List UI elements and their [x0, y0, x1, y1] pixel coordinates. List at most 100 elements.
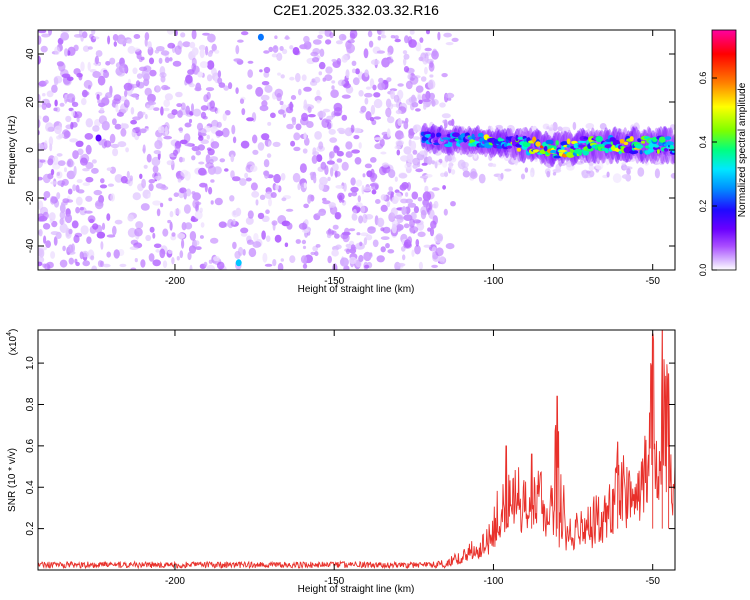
spectrogram-noise-blob [355, 202, 363, 208]
spectrogram-noise-blob [337, 79, 346, 87]
spectrogram-noise-blob [209, 106, 218, 112]
spectrogram-noise-blob [425, 90, 431, 100]
spectrogram-noise-blob [163, 135, 172, 140]
spectrogram-noise-blob [155, 183, 164, 189]
spectrogram-noise-blob [621, 174, 631, 180]
spectrogram-noise-blob [206, 264, 216, 270]
spectrogram-noise-blob [317, 110, 327, 118]
spectrogram-noise-blob [73, 165, 77, 176]
spectrogram-noise-blob [77, 148, 84, 156]
spectrogram-noise-blob [42, 173, 51, 184]
spectrogram-noise-blob [65, 98, 71, 102]
spectrogram-noise-blob [211, 67, 217, 76]
spectrogram-noise-blob [222, 127, 230, 138]
spectrogram-noise-blob [552, 121, 558, 132]
spectrogram-noise-blob [457, 159, 466, 170]
spectrogram-noise-blob [362, 213, 368, 224]
spectrogram-noise-blob [59, 102, 65, 107]
spectrogram-x-tick-label: -50 [645, 276, 660, 287]
spectrogram-noise-blob [406, 182, 411, 191]
spectrogram-noise-blob [331, 85, 335, 90]
spectrogram-x-tick-label: -200 [165, 276, 185, 287]
spectrogram-noise-blob [87, 46, 93, 50]
spectrogram-noise-blob [38, 93, 41, 103]
spectrogram-noise-blob [205, 162, 214, 169]
spectrogram-noise-blob [219, 158, 226, 163]
spectrogram-noise-blob [184, 222, 193, 230]
spectrogram-noise-blob [135, 95, 139, 100]
spectrogram-noise-blob [240, 140, 250, 149]
spectrogram-noise-blob [263, 170, 270, 176]
spectrogram-noise-blob [198, 44, 206, 51]
spectrogram-noise-blob [245, 177, 252, 182]
spectrogram-noise-blob [73, 34, 83, 38]
spectrogram-noise-blob [232, 176, 241, 182]
spectrogram-noise-blob [191, 47, 199, 56]
spectrogram-noise-blob [208, 186, 213, 195]
spectrogram-noise-blob [395, 141, 403, 150]
spectrogram-noise-blob [297, 183, 301, 191]
spectrogram-noise-blob [67, 244, 74, 254]
signal-band-blob [477, 132, 484, 138]
spectrogram-noise-blob [298, 222, 308, 230]
spectrogram-noise-blob [103, 95, 109, 104]
spectrogram-noise-blob [109, 57, 116, 65]
spectrogram-noise-blob [68, 228, 73, 235]
colorbar-ticks: 0.0 0.2 0.4 0.6 [698, 72, 717, 276]
spectrogram-noise-blob [302, 148, 308, 154]
spectrogram-noise-blob [158, 57, 163, 64]
spectrogram-noise-blob [373, 92, 381, 98]
spectrogram-noise-blob [50, 181, 58, 185]
spectrogram-noise-blob [403, 121, 409, 130]
spectrogram-noise-blob [272, 259, 277, 267]
spectrogram-noise-blob [171, 232, 176, 237]
snr-y-label: SNR (10 * v/v) [7, 448, 18, 512]
spectrogram-noise-blob [345, 243, 352, 248]
spectrogram-noise-blob [417, 231, 426, 238]
spectrogram-hot-spot [235, 259, 242, 267]
signal-band-blob [669, 144, 675, 150]
signal-band-blob [430, 132, 436, 139]
spectrogram-noise-blob [307, 106, 312, 113]
spectrogram-noise-blob [83, 79, 93, 89]
spectrogram-noise-blob [424, 47, 432, 52]
spectrogram-noise-blob [85, 195, 93, 202]
spectrogram-noise-blob [419, 37, 424, 43]
spectrogram-noise-blob [124, 90, 128, 97]
spectrogram-noise-blob [171, 257, 175, 265]
spectrogram-noise-blob [189, 264, 193, 270]
spectrogram-noise-blob [53, 236, 58, 246]
spectrogram-noise-blob [84, 133, 94, 140]
spectrogram-noise-blob [385, 107, 392, 118]
spectrogram-noise-blob [448, 161, 453, 170]
spectrogram-noise-blob [85, 176, 94, 183]
spectrogram-noise-blob [67, 160, 71, 167]
spectrogram-noise-blob [450, 201, 456, 207]
spectrogram-noise-blob [272, 221, 276, 231]
spectrogram-noise-blob [113, 41, 118, 47]
spectrogram-noise-blob [198, 128, 207, 136]
spectrogram-noise-blob [73, 44, 79, 52]
spectrogram-noise-blob [423, 103, 427, 110]
spectrogram-noise-blob [462, 170, 471, 178]
spectrogram-noise-blob [408, 39, 417, 48]
spectrogram-noise-blob [409, 75, 419, 85]
spectrogram-noise-blob [524, 167, 529, 173]
spectrogram-noise-blob [402, 254, 406, 261]
spectrogram-noise-blob [64, 213, 73, 224]
spectrogram-noise-blob [54, 46, 60, 55]
spectrogram-noise-blob [154, 175, 163, 180]
spectrogram-noise-blob [247, 60, 254, 64]
spectrogram-noise-blob [93, 189, 103, 196]
spectrogram-noise-blob [365, 111, 372, 121]
spectrogram-noise-blob [129, 246, 139, 250]
spectrogram-noise-blob [316, 154, 323, 163]
spectrogram-noise-blob [368, 40, 374, 48]
spectrogram-noise-blob [276, 52, 283, 61]
signal-band-blob [639, 150, 643, 155]
spectrogram-noise-blob [670, 172, 675, 179]
spectrogram-noise-blob [200, 105, 209, 111]
spectrogram-noise-blob [242, 249, 246, 256]
spectrogram-noise-blob [110, 193, 115, 202]
spectrogram-noise-blob [232, 241, 237, 250]
